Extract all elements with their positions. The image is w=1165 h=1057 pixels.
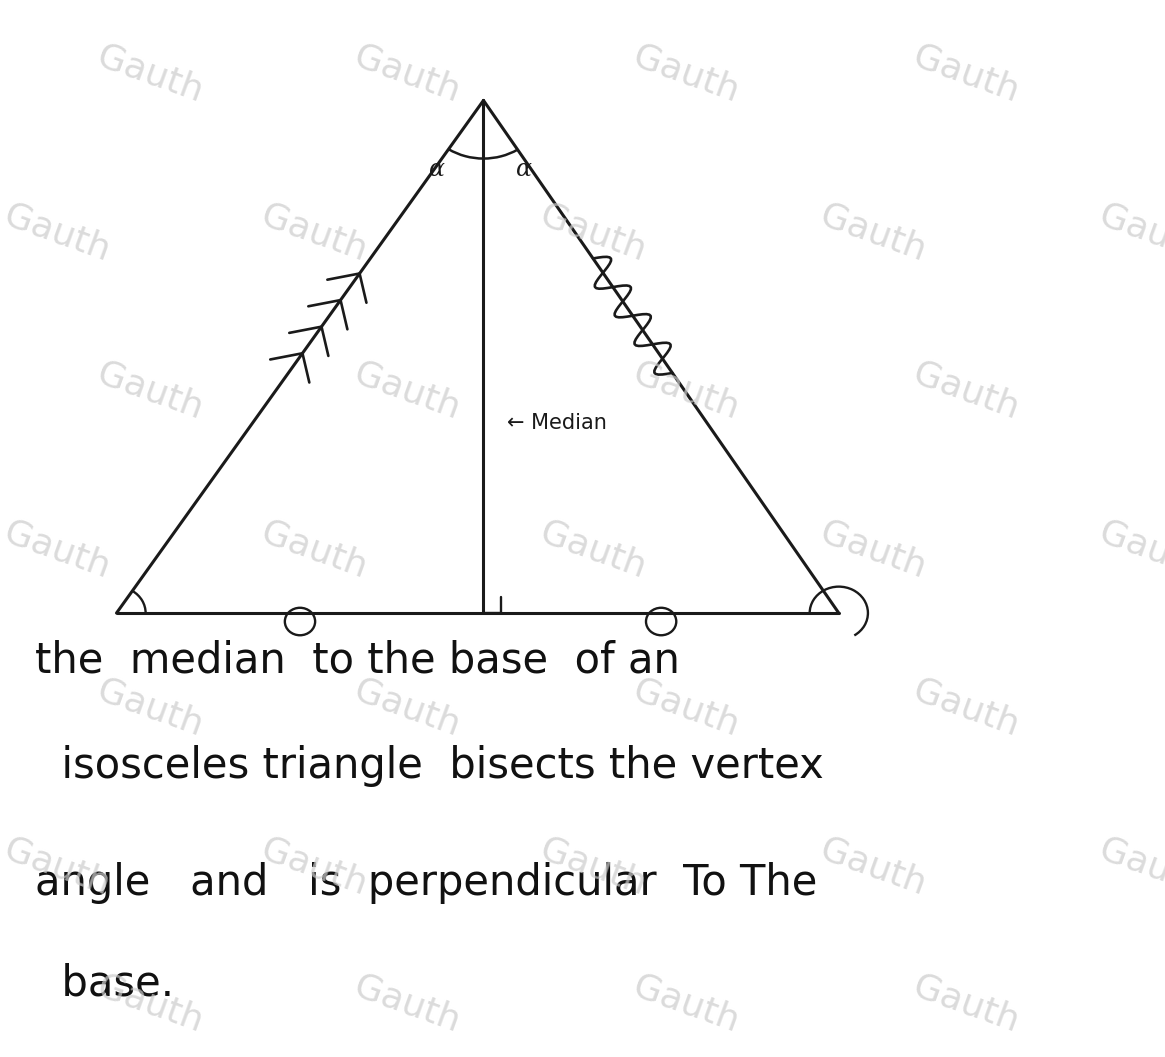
Text: Gauth: Gauth [909,39,1024,109]
Text: Gauth: Gauth [1095,198,1165,267]
Text: Gauth: Gauth [816,198,931,267]
Text: Gauth: Gauth [93,356,209,426]
Text: Gauth: Gauth [629,673,744,743]
Text: base.: base. [35,962,174,1004]
Text: Gauth: Gauth [909,673,1024,743]
Text: Gauth: Gauth [350,673,465,743]
Text: Gauth: Gauth [350,969,465,1039]
Text: Gauth: Gauth [93,673,209,743]
Text: Gauth: Gauth [816,515,931,585]
Text: Gauth: Gauth [0,198,115,267]
Text: Gauth: Gauth [0,515,115,585]
Text: Gauth: Gauth [1095,515,1165,585]
Text: Gauth: Gauth [350,356,465,426]
Text: Gauth: Gauth [629,969,744,1039]
Text: Gauth: Gauth [350,39,465,109]
Text: Gauth: Gauth [93,969,209,1039]
Text: Gauth: Gauth [256,198,372,267]
Text: Gauth: Gauth [256,832,372,902]
Text: ← Median: ← Median [507,413,607,432]
Text: Gauth: Gauth [93,39,209,109]
Text: isosceles triangle  bisects the vertex: isosceles triangle bisects the vertex [35,745,824,787]
Text: Gauth: Gauth [816,832,931,902]
Text: α: α [516,157,532,181]
Text: Gauth: Gauth [536,198,651,267]
Text: Gauth: Gauth [909,969,1024,1039]
Text: Gauth: Gauth [0,832,115,902]
Text: Gauth: Gauth [909,356,1024,426]
Text: Gauth: Gauth [1095,832,1165,902]
Text: the  median  to the base  of an: the median to the base of an [35,639,680,682]
Text: Gauth: Gauth [256,515,372,585]
Text: Gauth: Gauth [629,39,744,109]
Text: Gauth: Gauth [629,356,744,426]
Text: α: α [429,157,445,181]
Text: Gauth: Gauth [536,832,651,902]
Text: Gauth: Gauth [536,515,651,585]
Text: angle   and   is  perpendicular  To The: angle and is perpendicular To The [35,861,818,904]
